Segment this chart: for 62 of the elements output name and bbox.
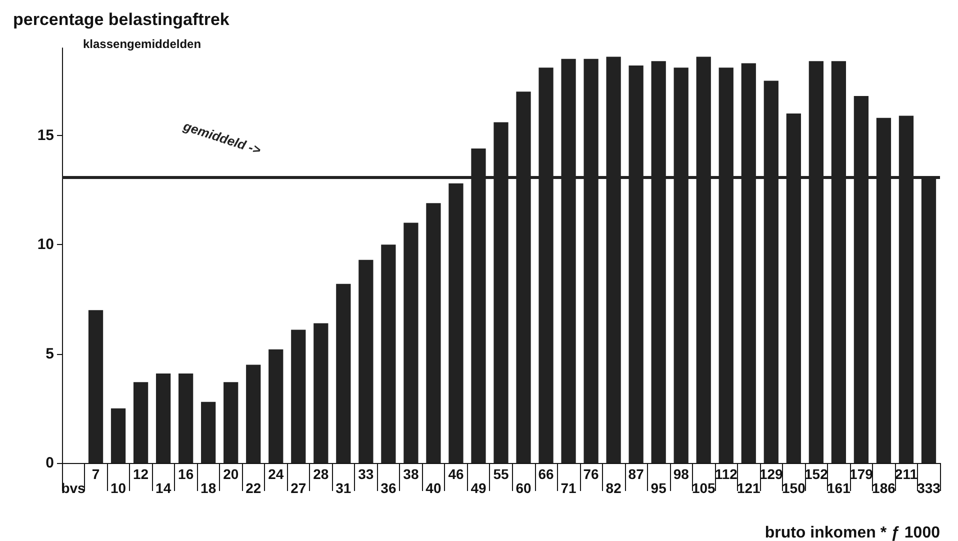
- x-tick-label: 10: [110, 480, 126, 496]
- x-tick-label: 150: [782, 480, 806, 496]
- x-tick-label: 60: [516, 480, 532, 496]
- x-tick-label: 76: [583, 466, 600, 482]
- x-tick-label: 161: [827, 480, 851, 496]
- x-tick-label: 55: [493, 466, 509, 482]
- y-tick-label: 0: [46, 454, 54, 472]
- bar: [314, 323, 328, 463]
- x-axis-title: bruto inkomen * ƒ 1000: [764, 524, 940, 541]
- x-tick-label: 36: [380, 480, 396, 496]
- bar: [110, 408, 126, 463]
- x-tick-label: 66: [538, 466, 554, 482]
- x-tick-label: 24: [268, 466, 284, 482]
- bar: [426, 203, 441, 463]
- bar: [224, 382, 238, 463]
- bar: [336, 284, 351, 463]
- bar: [291, 330, 306, 463]
- x-tick-label: 7: [92, 466, 100, 482]
- x-tick-label: 129: [759, 466, 784, 482]
- x-tick-label: 16: [178, 466, 194, 482]
- bar: [246, 364, 261, 463]
- bar: [381, 244, 396, 463]
- x-tick-label: 186: [872, 480, 896, 496]
- bar: [268, 349, 284, 463]
- x-tick-label: 27: [290, 480, 306, 496]
- bar: [358, 260, 374, 463]
- x-tick-label: 14: [156, 480, 172, 496]
- x-tick-label: 71: [560, 480, 577, 496]
- x-tick-label: 87: [628, 466, 644, 482]
- x-tick-label: 12: [133, 466, 149, 482]
- bar: [404, 222, 418, 463]
- y-tick-label: 10: [37, 236, 54, 254]
- x-tick-label: 20: [223, 466, 239, 482]
- x-tick-label: 28: [313, 466, 329, 482]
- x-tick-label: 33: [358, 466, 374, 482]
- x-tick-label: 152: [804, 466, 828, 482]
- chart-title: percentage belastingaftrek: [13, 10, 230, 29]
- x-tick-label: 95: [650, 480, 667, 496]
- x-tick-label: 49: [470, 480, 486, 496]
- x-tick-label: 179: [850, 466, 874, 482]
- x-tick-label: 18: [200, 480, 216, 496]
- bar: [178, 373, 194, 463]
- x-tick-label: 333: [917, 480, 941, 496]
- bar: [156, 373, 171, 463]
- y-tick-label: 5: [46, 345, 54, 362]
- x-tick-label: 82: [606, 480, 622, 496]
- bar: [201, 402, 216, 463]
- x-tick-label: 31: [336, 480, 352, 496]
- chart-subtitle: klassengemiddelden: [83, 37, 202, 51]
- x-tick-label: 98: [673, 466, 690, 482]
- x-tick-label: 46: [448, 466, 464, 482]
- x-tick-label: 38: [403, 466, 419, 482]
- x-tick-label: 105: [692, 480, 716, 496]
- x-tick-label: 211: [894, 466, 918, 482]
- x-tick-label: 121: [736, 480, 761, 496]
- x-tick-label: 22: [246, 480, 262, 496]
- x-tick-label: 112: [714, 466, 738, 482]
- x-tick-label: 40: [426, 480, 442, 496]
- bar: [133, 382, 148, 463]
- bar: [448, 183, 464, 463]
- bar: [88, 310, 104, 463]
- y-tick-label: 15: [37, 126, 54, 144]
